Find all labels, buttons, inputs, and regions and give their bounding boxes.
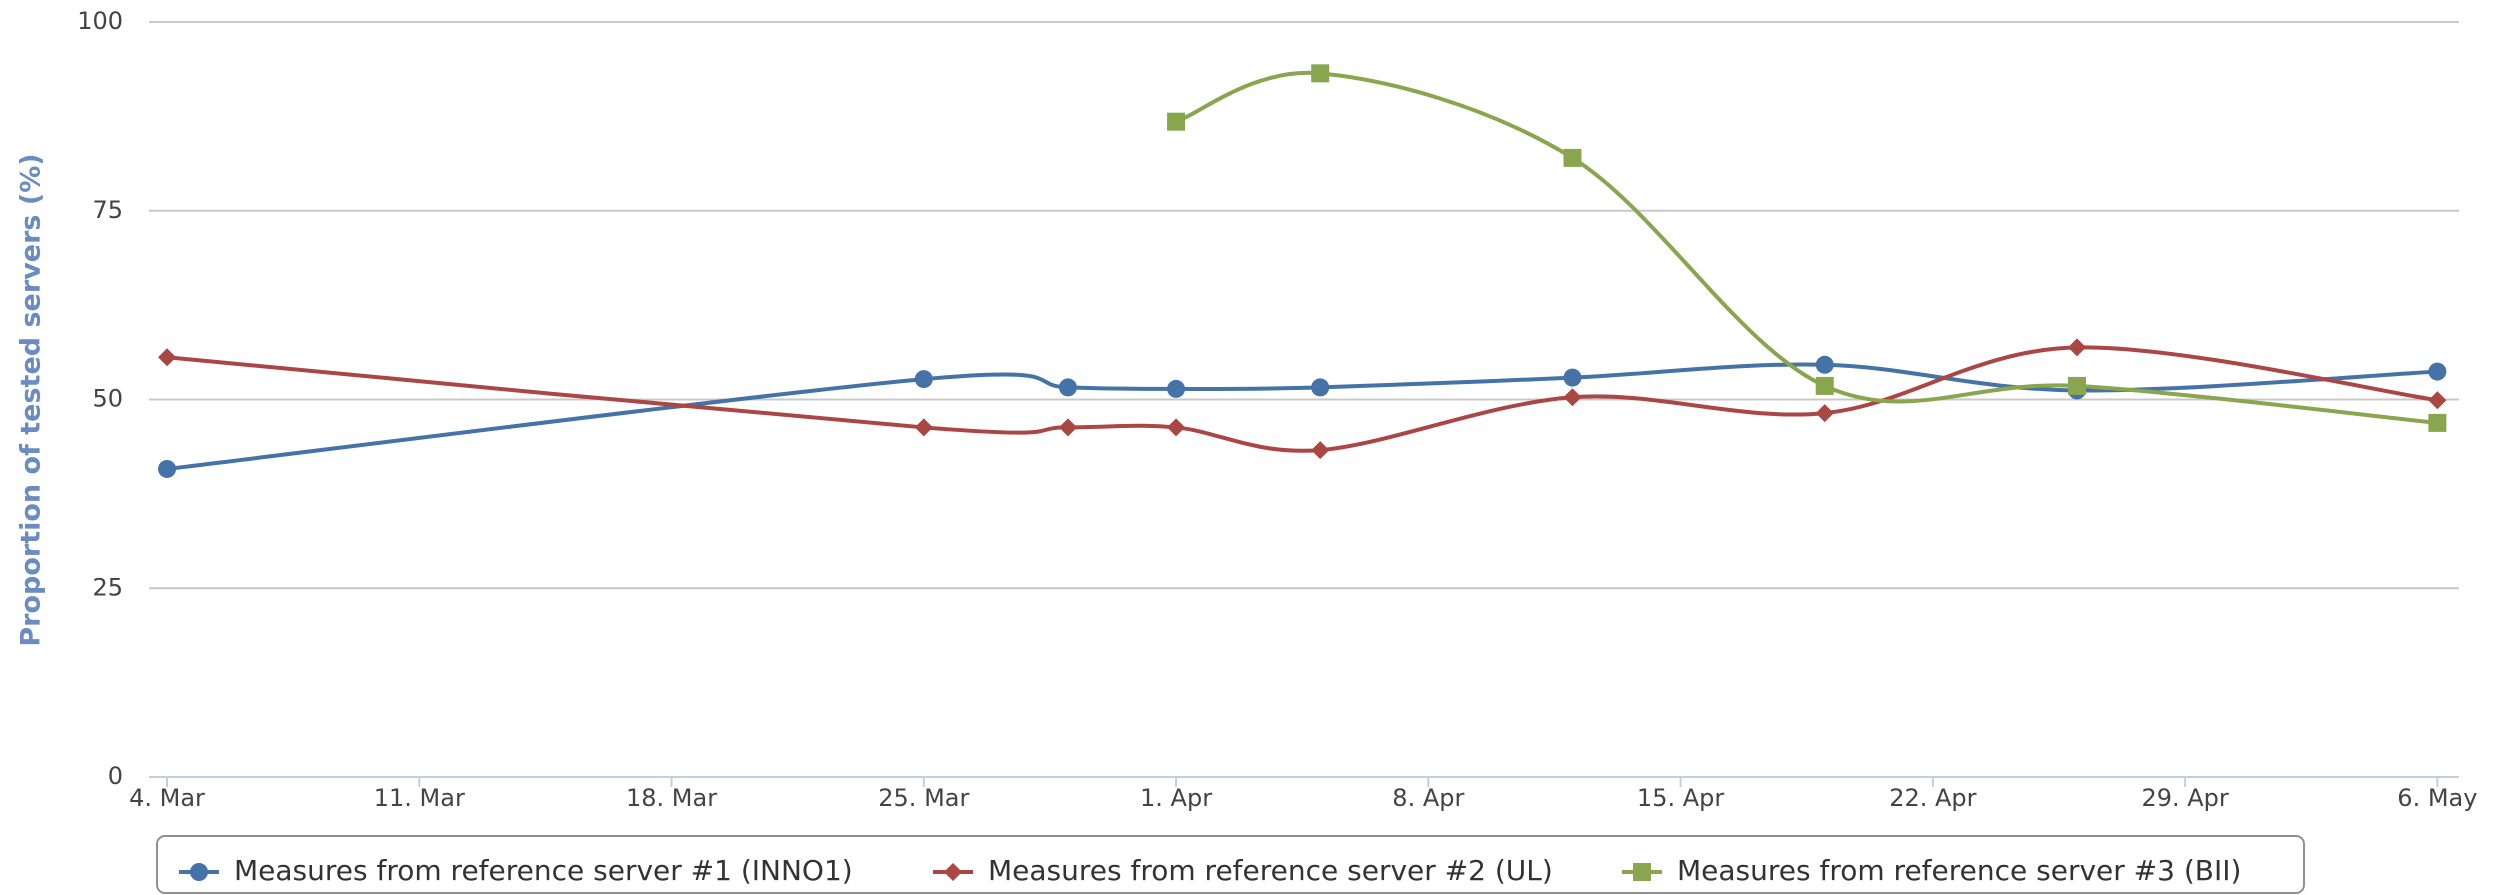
legend-label: Measures from reference server #2 (UL) (988, 854, 1553, 887)
x-tick-label: 15. Apr (1637, 784, 1724, 812)
point (1815, 376, 1834, 395)
y-axis-title: Proportion of tested servers (%) (16, 153, 47, 646)
legend-marker (190, 863, 208, 881)
x-tick-label: 8. Apr (1392, 784, 1464, 812)
x-tick-label: 18. Mar (626, 784, 717, 812)
point (1167, 379, 1186, 398)
y-tick-label: 25 (92, 573, 123, 601)
point (1815, 355, 1834, 374)
y-tick-label: 75 (92, 196, 123, 224)
x-tick-label: 29. Apr (2141, 784, 2228, 812)
point (2068, 338, 2087, 357)
y-tick-label: 100 (77, 7, 123, 35)
legend-marker (1633, 863, 1651, 881)
point (1058, 378, 1077, 397)
point (158, 459, 177, 478)
point (1311, 378, 1330, 397)
point (2068, 376, 2087, 395)
legend-box (156, 835, 2305, 894)
point (158, 348, 177, 367)
point (1815, 404, 1834, 423)
x-tick-label: 25. Mar (878, 784, 969, 812)
y-tick-label: 50 (92, 385, 123, 413)
point (1058, 418, 1077, 437)
point (1563, 148, 1582, 167)
x-tick-label: 22. Apr (1889, 784, 1976, 812)
x-tick-label: 11. Mar (374, 784, 465, 812)
y-tick-label: 0 (108, 762, 123, 790)
series-line (1175, 70, 2438, 425)
point (914, 370, 933, 389)
point (1563, 368, 1582, 387)
x-tick-label: 4. Mar (129, 784, 205, 812)
x-tick-label: 1. Apr (1140, 784, 1212, 812)
point (2428, 391, 2447, 410)
legend-label: Measures from reference server #3 (BII) (1677, 854, 2241, 887)
point (1563, 388, 1582, 407)
point (1311, 441, 1330, 460)
point (1311, 64, 1330, 83)
point (2428, 413, 2447, 432)
legend-label: Measures from reference server #1 (INNO1… (234, 854, 853, 887)
series-line (166, 362, 2438, 471)
point (2428, 362, 2447, 381)
point (914, 418, 933, 437)
legend-marker (944, 863, 962, 881)
point (1167, 112, 1186, 131)
x-tick-label: 6. May (2397, 784, 2477, 812)
point (1167, 418, 1186, 437)
